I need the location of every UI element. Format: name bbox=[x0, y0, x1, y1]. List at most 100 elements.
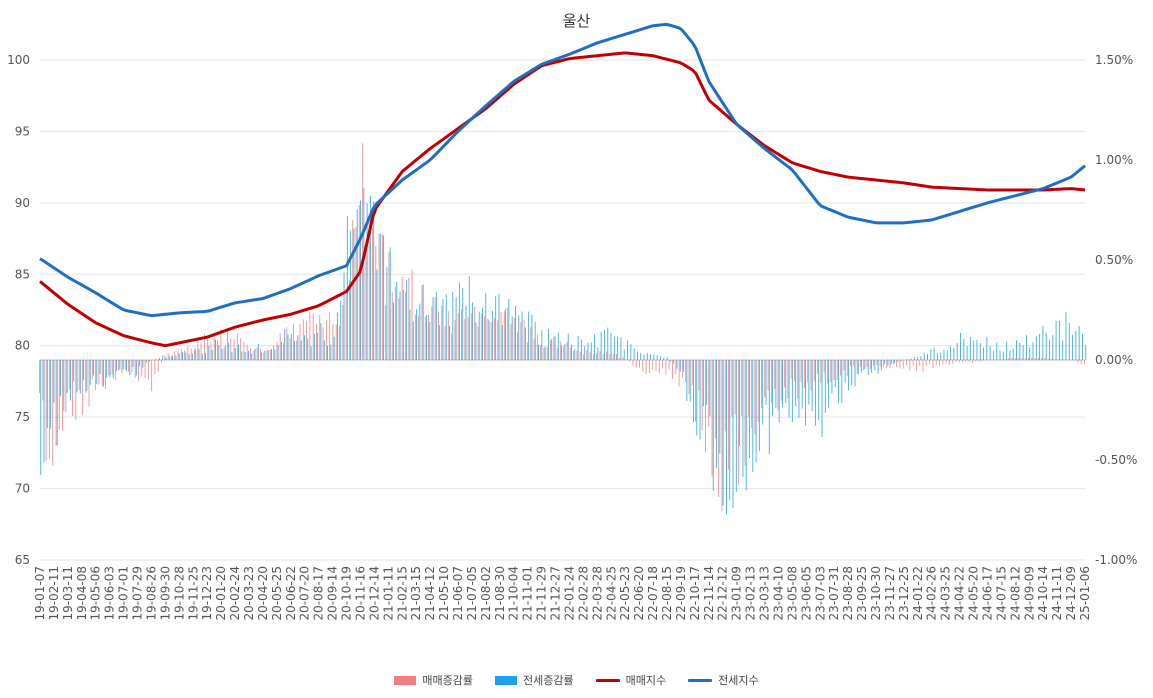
bar-jeonse-rate bbox=[297, 335, 299, 360]
bar-sale-rate bbox=[787, 360, 789, 399]
y-left-tick-label: 80 bbox=[15, 339, 30, 353]
bar-sale-rate bbox=[134, 360, 136, 378]
bar-jeonse-rate bbox=[669, 360, 671, 362]
bar-sale-rate bbox=[81, 360, 83, 416]
bar-jeonse-rate bbox=[666, 357, 668, 360]
bar-sale-rate bbox=[312, 313, 314, 360]
bar-jeonse-rate bbox=[465, 305, 467, 360]
bar-jeonse-rate bbox=[83, 360, 85, 381]
bar-jeonse-rate bbox=[538, 344, 539, 360]
bar-jeonse-rate bbox=[356, 209, 358, 360]
bar-sale-rate bbox=[701, 360, 703, 431]
bar-sale-rate bbox=[296, 340, 298, 360]
bar-sale-rate bbox=[550, 340, 551, 360]
x-tick-label: 22-11-14 bbox=[702, 566, 716, 620]
x-tick-label: 24-04-22 bbox=[953, 566, 967, 620]
bar-jeonse-rate bbox=[56, 360, 58, 446]
bar-jeonse-rate bbox=[686, 360, 688, 402]
bar-jeonse-rate bbox=[336, 312, 338, 360]
bar-sale-rate bbox=[339, 325, 340, 360]
bar-jeonse-rate bbox=[323, 340, 325, 360]
x-tick-label: 23-07-03 bbox=[813, 566, 827, 620]
legend-item-sale-index[interactable]: 매매지수 bbox=[595, 672, 666, 688]
bar-jeonse-rate bbox=[1022, 344, 1024, 360]
x-tick-label: 21-10-04 bbox=[507, 566, 521, 620]
bar-sale-rate bbox=[437, 311, 439, 360]
bar-sale-rate bbox=[714, 360, 716, 439]
bar-jeonse-rate bbox=[844, 360, 846, 383]
bar-jeonse-rate bbox=[910, 358, 912, 360]
bar-jeonse-rate bbox=[676, 360, 678, 369]
bar-jeonse-rate bbox=[663, 357, 665, 360]
bar-sale-rate bbox=[675, 360, 677, 375]
bar-sale-rate bbox=[203, 333, 205, 360]
bar-sale-rate bbox=[141, 360, 143, 377]
bar-jeonse-rate bbox=[396, 281, 398, 360]
bar-jeonse-rate bbox=[534, 321, 536, 360]
bar-sale-rate bbox=[629, 360, 631, 362]
bar-sale-rate bbox=[892, 360, 894, 365]
x-tick-label: 20-04-20 bbox=[256, 566, 270, 620]
legend-item-jeonse-index[interactable]: 전세지수 bbox=[688, 672, 759, 688]
bar-sale-rate bbox=[573, 351, 575, 360]
bar-jeonse-rate bbox=[894, 360, 896, 364]
bar-sale-rate bbox=[91, 360, 93, 380]
bar-jeonse-rate bbox=[46, 360, 48, 429]
x-tick-label: 22-12-12 bbox=[716, 566, 730, 620]
bar-sale-rate bbox=[559, 341, 561, 360]
bar-sale-rate bbox=[118, 360, 120, 371]
bar-jeonse-rate bbox=[244, 352, 246, 360]
x-tick-label: 23-12-25 bbox=[897, 566, 911, 620]
x-tick-label: 23-04-10 bbox=[771, 566, 785, 620]
x-tick-label: 19-02-11 bbox=[47, 566, 61, 620]
bar-sale-rate bbox=[728, 360, 729, 470]
bar-jeonse-rate bbox=[966, 345, 968, 360]
bar-sale-rate bbox=[286, 327, 288, 360]
bar-jeonse-rate bbox=[943, 349, 945, 360]
legend-item-jeonse-rate[interactable]: 전세증감률 bbox=[495, 672, 574, 688]
bar-jeonse-rate bbox=[343, 272, 345, 360]
bar-jeonse-rate bbox=[135, 360, 137, 376]
y-left-tick-label: 65 bbox=[15, 553, 30, 567]
bar-sale-rate bbox=[1041, 357, 1043, 360]
bar-jeonse-rate bbox=[350, 230, 352, 360]
bar-jeonse-rate bbox=[554, 336, 556, 360]
bar-jeonse-rate bbox=[43, 360, 45, 463]
bar-sale-rate bbox=[599, 351, 601, 360]
bar-sale-rate bbox=[807, 360, 809, 383]
bar-jeonse-rate bbox=[188, 354, 190, 360]
bar-sale-rate bbox=[167, 353, 169, 360]
bar-sale-rate bbox=[355, 227, 357, 360]
bar-sale-rate bbox=[240, 338, 242, 360]
bar-sale-rate bbox=[813, 360, 815, 382]
bar-jeonse-rate bbox=[158, 357, 160, 360]
legend-swatch-sale-index bbox=[595, 678, 620, 682]
bar-jeonse-rate bbox=[495, 295, 497, 360]
bar-jeonse-rate bbox=[824, 360, 826, 413]
bar-sale-rate bbox=[925, 360, 927, 366]
bar-jeonse-rate bbox=[435, 291, 437, 360]
bar-sale-rate bbox=[210, 342, 212, 360]
bar-jeonse-rate bbox=[574, 349, 576, 360]
bar-sale-rate bbox=[784, 360, 786, 388]
bar-sale-rate bbox=[75, 360, 77, 420]
bar-jeonse-rate bbox=[1058, 320, 1060, 360]
bar-sale-rate bbox=[576, 350, 578, 360]
bar-sale-rate bbox=[174, 350, 176, 360]
bar-sale-rate bbox=[553, 337, 555, 360]
bar-sale-rate bbox=[335, 324, 337, 360]
bar-sale-rate bbox=[536, 334, 538, 360]
x-tick-label: 23-07-31 bbox=[827, 566, 841, 620]
legend-item-sale-rate[interactable]: 매매증감률 bbox=[394, 672, 473, 688]
bar-sale-rate bbox=[589, 352, 591, 360]
bar-sale-rate bbox=[665, 360, 667, 375]
bar-jeonse-rate bbox=[53, 360, 55, 403]
bar-sale-rate bbox=[952, 360, 954, 364]
bar-jeonse-rate bbox=[300, 340, 302, 360]
bar-jeonse-rate bbox=[571, 344, 572, 360]
bar-sale-rate bbox=[619, 358, 621, 360]
bar-sale-rate bbox=[309, 312, 311, 360]
x-tick-label: 22-05-23 bbox=[618, 566, 632, 620]
bar-jeonse-rate bbox=[933, 347, 935, 360]
y-left-tick-label: 90 bbox=[15, 196, 30, 210]
